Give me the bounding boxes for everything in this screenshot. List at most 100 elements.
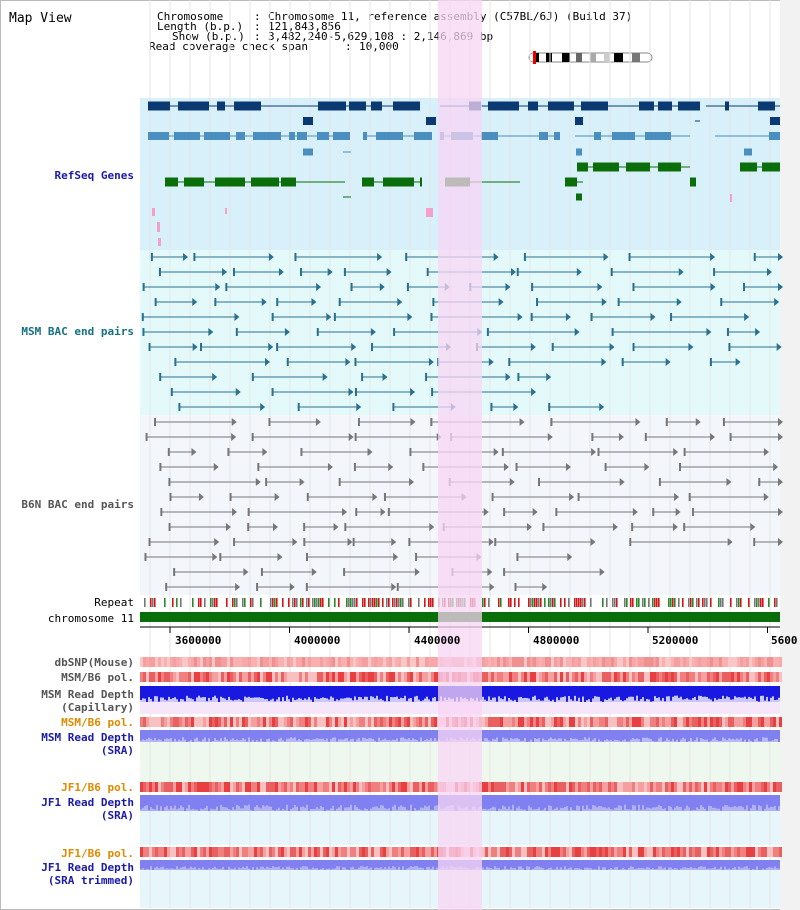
pol-cell (206, 847, 209, 857)
bac-end (297, 403, 300, 411)
depth-bar (156, 860, 158, 867)
repeat-mark (616, 598, 618, 607)
depth-bar (726, 686, 728, 697)
depth-bar (288, 730, 290, 739)
depth-bar (608, 795, 610, 808)
depth-bar (410, 730, 412, 741)
bac-end (198, 493, 204, 501)
depth-bar (562, 795, 564, 808)
depth-bar (630, 730, 632, 740)
pol-cell (575, 782, 578, 792)
pol-cell (689, 672, 692, 682)
depth-bar (664, 860, 666, 868)
jf1-read-depth-sra-label: JF1 Read Depth (41, 796, 134, 809)
pol-cell (215, 717, 218, 727)
depth-bar (610, 730, 612, 740)
pol-cell (332, 672, 335, 682)
depth-bar (180, 795, 182, 806)
pol-cell (713, 672, 716, 682)
depth-bar (250, 686, 252, 698)
pol-cell (425, 672, 428, 682)
depth-bar (290, 795, 292, 810)
depth-bar (700, 686, 702, 696)
depth-bar (202, 860, 204, 867)
repeat-mark (356, 598, 358, 607)
pol-cell (203, 782, 206, 792)
pol-cell (425, 782, 428, 792)
pol-cell (725, 717, 728, 727)
pol-cell (230, 657, 233, 667)
pol-cell (569, 847, 572, 857)
depth-bar (738, 795, 740, 807)
depth-bar (194, 795, 196, 810)
pol-cell (524, 782, 527, 792)
pol-cell (218, 847, 221, 857)
pol-cell (773, 847, 776, 857)
depth-bar (586, 795, 588, 806)
pol-cell (626, 657, 629, 667)
depth-bar (426, 795, 428, 807)
depth-bar (152, 860, 154, 870)
pol-cell (698, 657, 701, 667)
repeat-mark (316, 598, 318, 607)
depth-bar (206, 686, 208, 702)
depth-bar (500, 795, 502, 810)
gene-mark (730, 194, 732, 202)
depth-bar (384, 730, 386, 739)
pol-cell (659, 717, 662, 727)
depth-bar (722, 730, 724, 738)
depth-bar (272, 730, 274, 741)
pol-cell (578, 717, 581, 727)
repeat-mark (756, 598, 758, 607)
depth-bar (626, 860, 628, 870)
depth-bar (708, 795, 710, 806)
depth-bar (496, 686, 498, 702)
pol-cell (233, 847, 236, 857)
depth-bar (426, 686, 428, 697)
pol-cell (671, 672, 674, 682)
depth-bar (520, 795, 522, 809)
depth-bar (742, 686, 744, 698)
pol-cell (515, 717, 518, 727)
pol-cell (521, 672, 524, 682)
depth-bar (748, 860, 750, 869)
depth-bar (728, 730, 730, 739)
pol-cell (776, 672, 779, 682)
depth-bar (696, 730, 698, 738)
depth-bar (676, 860, 678, 869)
depth-bar (534, 686, 536, 696)
pol-cell (302, 717, 305, 727)
pol-cell (155, 847, 158, 857)
pol-cell (308, 717, 311, 727)
pol-cell (314, 657, 317, 667)
length-key: Length (b.p.) (157, 20, 244, 33)
repeat-mark (630, 598, 632, 607)
bac-end (526, 523, 532, 531)
depth-bar (778, 686, 780, 698)
pol-cell (530, 717, 533, 727)
pol-cell (524, 847, 527, 857)
bac-end (565, 313, 571, 321)
depth-bar (760, 795, 762, 807)
depth-bar (670, 860, 672, 868)
pol-cell (224, 717, 227, 727)
repeat-mark (396, 598, 398, 607)
bac-end (517, 313, 523, 321)
depth-bar (568, 730, 570, 741)
depth-bar (350, 795, 352, 805)
depth-bar (286, 860, 288, 867)
depth-bar (146, 686, 148, 702)
depth-bar (314, 730, 316, 740)
pol-cell (365, 657, 368, 667)
depth-bar (626, 795, 628, 810)
pol-cell (323, 717, 326, 727)
depth-bar (546, 795, 548, 811)
depth-bar (380, 686, 382, 699)
pol-cell (611, 672, 614, 682)
pol-cell (500, 782, 503, 792)
pol-cell (605, 782, 608, 792)
jf1-read-depth-trim-label: JF1 Read Depth (41, 861, 134, 874)
depth-bar (608, 686, 610, 699)
depth-bar (148, 730, 150, 738)
